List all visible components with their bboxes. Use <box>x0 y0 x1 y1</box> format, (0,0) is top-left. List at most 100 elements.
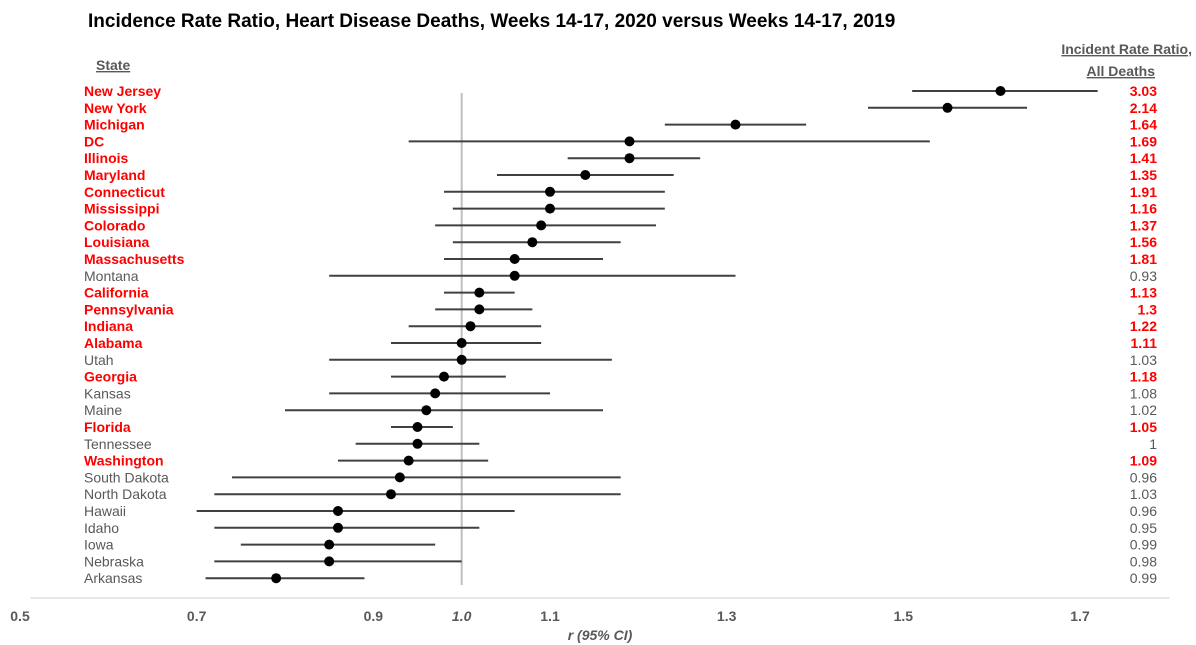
state-label: New York <box>84 100 147 116</box>
state-label: Connecticut <box>84 184 165 200</box>
point-estimate <box>474 304 485 315</box>
forest-row: Kansas 1.08 <box>84 385 1157 401</box>
point-estimate <box>527 237 538 248</box>
state-label: Montana <box>84 268 139 284</box>
state-label: Kansas <box>84 385 131 401</box>
state-label: Maryland <box>84 167 145 183</box>
forest-row: Montana 0.93 <box>84 268 1157 284</box>
forest-row: DC 1.69 <box>84 133 1157 149</box>
forest-row: Georgia 1.18 <box>84 369 1157 385</box>
point-estimate <box>412 438 423 449</box>
point-estimate <box>509 254 520 264</box>
point-estimate <box>942 102 953 113</box>
forest-row: Idaho 0.95 <box>84 520 1157 536</box>
irr-value: 1.35 <box>1130 167 1157 183</box>
state-label: Massachusetts <box>84 251 185 267</box>
x-axis-label: r (95% CI) <box>568 627 633 643</box>
point-estimate <box>730 119 741 130</box>
irr-value: 1.09 <box>1130 453 1157 469</box>
irr-value: 0.95 <box>1130 520 1157 536</box>
point-estimate <box>439 371 449 382</box>
point-estimate <box>536 220 547 231</box>
point-estimate <box>333 522 343 533</box>
irr-value: 1.56 <box>1130 234 1157 250</box>
irr-value: 0.96 <box>1130 503 1157 519</box>
irr-value: 1.81 <box>1130 251 1157 267</box>
state-label: California <box>84 285 149 301</box>
x-tick-label: 0.9 <box>364 608 384 624</box>
forest-row: South Dakota 0.96 <box>84 469 1157 485</box>
point-estimate <box>333 506 343 516</box>
irr-value: 1.16 <box>1130 201 1157 217</box>
point-estimate <box>624 153 635 164</box>
forest-row: Iowa 0.99 <box>84 537 1157 553</box>
state-label: Illinois <box>84 150 129 166</box>
forest-row: Arkansas 0.99 <box>84 570 1157 586</box>
irr-value: 0.98 <box>1130 553 1157 569</box>
state-label: Colorado <box>84 217 145 233</box>
forest-row: Connecticut 1.91 <box>84 184 1157 200</box>
forest-row: Massachusetts 1.81 <box>84 251 1157 267</box>
irr-value: 1.02 <box>1130 402 1157 418</box>
point-estimate <box>271 573 282 584</box>
irr-value: 1.3 <box>1138 301 1158 317</box>
state-label: Nebraska <box>84 553 144 569</box>
irr-value: 1.03 <box>1130 486 1157 502</box>
point-estimate <box>403 455 414 466</box>
irr-column-header-line1: Incident Rate Ratio, <box>1061 41 1192 57</box>
forest-row: Nebraska 0.98 <box>84 553 1157 569</box>
irr-value: 3.03 <box>1130 83 1157 99</box>
forest-row: Washington 1.09 <box>84 453 1157 469</box>
point-estimate <box>456 354 467 365</box>
irr-value: 0.96 <box>1130 469 1157 485</box>
state-label: New Jersey <box>84 83 161 99</box>
irr-value: 1.64 <box>1130 117 1157 133</box>
point-estimate <box>509 270 520 281</box>
state-label: South Dakota <box>84 469 169 485</box>
state-label: Hawaii <box>84 503 126 519</box>
state-label: Alabama <box>84 335 143 351</box>
forest-row: Utah 1.03 <box>84 352 1157 368</box>
state-column-header: State <box>96 57 130 73</box>
state-label: Utah <box>84 352 114 368</box>
state-label: Michigan <box>84 117 145 133</box>
point-estimate <box>412 422 423 432</box>
irr-value: 1.11 <box>1131 335 1158 351</box>
irr-value: 1.03 <box>1130 352 1157 368</box>
x-tick-label: 0.7 <box>187 608 207 624</box>
irr-value: 0.99 <box>1130 570 1157 586</box>
forest-row: North Dakota 1.03 <box>84 486 1157 502</box>
state-label: Georgia <box>84 369 137 385</box>
irr-value: 1.22 <box>1130 318 1157 334</box>
irr-value: 1.91 <box>1130 184 1157 200</box>
rows-group: New Jersey 3.03 New York 2.14 Michigan 1.64DC… <box>84 83 1157 586</box>
forest-row: Tennessee 1 <box>84 436 1157 452</box>
x-axis-ticks: 0.5 0.7 0.9 1.0 1.1 1.3 1.5 1.7 <box>10 608 1090 624</box>
forest-row: California 1.13 <box>84 285 1157 301</box>
forest-row: Indiana 1.22 <box>84 318 1157 334</box>
state-label: Iowa <box>84 537 114 553</box>
irr-value: 1.41 <box>1130 150 1157 166</box>
forest-row: Louisiana 1.56 <box>84 234 1157 250</box>
irr-value: 1.05 <box>1130 419 1157 435</box>
state-label: Louisiana <box>84 234 150 250</box>
state-label: Arkansas <box>84 570 142 586</box>
x-tick-label: 1.0 <box>452 608 472 624</box>
x-tick-label: 1.1 <box>540 608 560 624</box>
state-label: Washington <box>84 453 164 469</box>
point-estimate <box>624 136 635 147</box>
state-label: Tennessee <box>84 436 152 452</box>
x-tick-label: 1.5 <box>894 608 914 624</box>
irr-value: 1.69 <box>1130 133 1157 149</box>
x-tick-label: 1.7 <box>1070 608 1090 624</box>
point-estimate <box>580 170 591 180</box>
point-estimate <box>430 388 441 399</box>
irr-value: 2.14 <box>1130 100 1157 116</box>
x-tick-label: 0.5 <box>10 608 30 624</box>
forest-row: Pennsylvania 1.3 <box>84 301 1157 317</box>
point-estimate <box>545 186 555 197</box>
forest-row: New Jersey 3.03 <box>84 83 1157 99</box>
state-label: Idaho <box>84 520 119 536</box>
forest-row: Colorado 1.37 <box>84 217 1157 233</box>
irr-value: 1 <box>1149 436 1157 452</box>
